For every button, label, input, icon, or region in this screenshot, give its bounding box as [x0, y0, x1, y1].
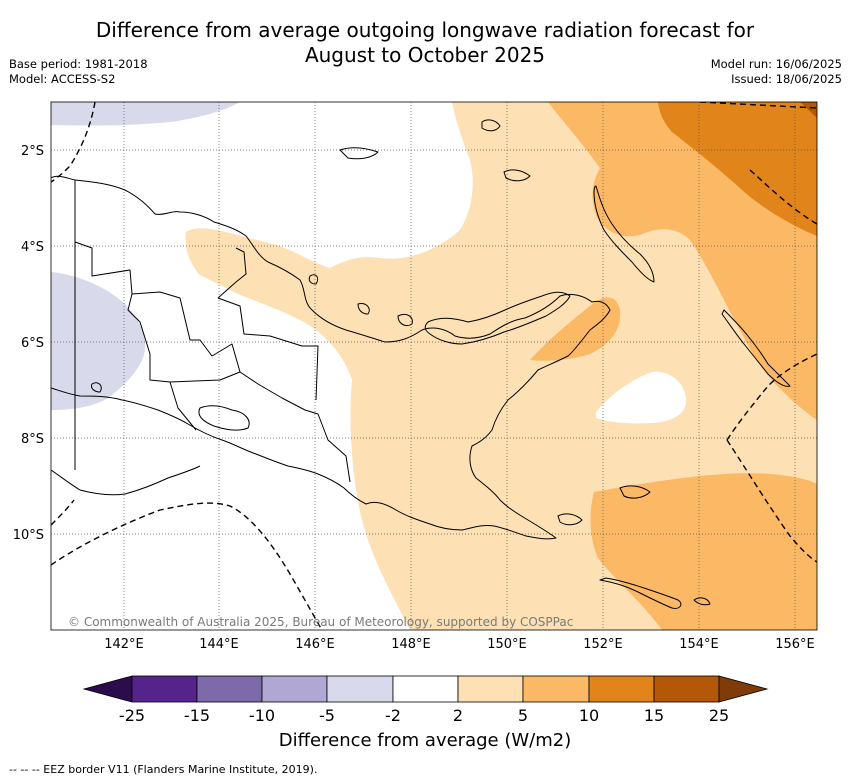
colorbar-swatch: [196, 675, 263, 703]
colorbar-tick-label: 5: [518, 706, 528, 725]
lon-ticks: 142°E 144°E 146°E 148°E 150°E 152°E 154°…: [104, 637, 815, 652]
anomaly-neg-northwest: [51, 102, 240, 126]
lat-tick-label: 6°S: [21, 336, 44, 351]
model-run-text: Model run: 16/06/2025: [710, 57, 842, 71]
coastlines: [51, 119, 791, 609]
map-area: [51, 102, 817, 630]
colorbar-tick-label: -15: [184, 706, 210, 725]
colorbar-tick-label: 2: [453, 706, 463, 725]
eez-footnote: -- -- -- EEZ border V11 (Flanders Marine…: [9, 763, 318, 776]
colorbar-tick-label: -10: [249, 706, 275, 725]
rossel-island: [619, 485, 651, 499]
colorbar-swatch: [326, 675, 394, 703]
frederik-hendrik-island: [198, 405, 250, 431]
colorbar-tick-label: 15: [644, 706, 664, 725]
eez-border-south-west: [51, 502, 323, 630]
small-islands: [91, 274, 711, 606]
meta-left: Base period: 1981-2018 Model: ACCESS-S2: [9, 57, 148, 87]
colorbar-swatch: [131, 675, 198, 703]
goodenough-island: [557, 513, 583, 526]
anomaly-neutral-patch: [596, 371, 687, 424]
manus-island: [481, 119, 501, 132]
model-text: Model: ACCESS-S2: [9, 72, 116, 86]
colorbar-tick-label: -25: [119, 706, 145, 725]
new-ireland: [593, 185, 655, 283]
eez-border-south-east: [726, 439, 817, 563]
bougainville: [721, 309, 791, 387]
new-hanover: [503, 169, 531, 182]
colorbar-tick-label: 10: [579, 706, 599, 725]
copyright-text: © Commonwealth of Australia 2025, Bureau…: [68, 615, 573, 629]
southern-coast-west: [51, 465, 201, 496]
lat-tick-label: 2°S: [21, 144, 44, 159]
issued-text: Issued: 18/06/2025: [731, 72, 842, 86]
title-line-1: Difference from average outgoing longwav…: [95, 18, 755, 42]
lon-tick-label: 142°E: [104, 637, 144, 652]
lat-ticks: 2°S 4°S 6°S 8°S 10°S: [13, 144, 44, 543]
lon-tick-label: 156°E: [775, 637, 815, 652]
colorbar-swatch: [653, 675, 720, 703]
colorbar-swatch: [261, 675, 328, 703]
lon-tick-label: 152°E: [583, 637, 623, 652]
colorbar-label: Difference from average (W/m2): [278, 730, 572, 751]
colorbar-swatch: [522, 675, 590, 703]
map-title: Difference from average outgoing longwav…: [0, 18, 850, 68]
anomaly-5-10-southeast: [590, 473, 817, 630]
lon-tick-label: 150°E: [487, 637, 527, 652]
colorbar-ticks: -25 -15 -10 -5 -2 2 5 10 15 25: [119, 706, 729, 725]
colorbar-tick-label: 25: [709, 706, 729, 725]
eez-borders: [51, 102, 817, 630]
new-britain: [424, 291, 571, 345]
lon-tick-label: 144°E: [199, 637, 239, 652]
map-frame: [50, 101, 818, 631]
meta-right: Model run: 16/06/2025 Issued: 18/06/2025: [711, 57, 842, 87]
misima-islands: [599, 577, 682, 609]
colorbar-tick-label: -2: [385, 706, 401, 725]
anomaly-fields: [51, 102, 817, 630]
eez-border-south-west-2: [51, 499, 75, 526]
new-guinea-coastline: [51, 175, 611, 540]
base-period-text: Base period: 1981-2018: [9, 57, 148, 71]
colorbar-swatch: [588, 675, 655, 703]
title-line-2: August to October 2025: [304, 43, 546, 67]
colorbar-swatch: [392, 675, 459, 703]
colorbar: [82, 675, 769, 703]
lon-tick-label: 154°E: [679, 637, 719, 652]
eez-border-north-west: [51, 102, 96, 183]
lat-tick-label: 4°S: [21, 240, 44, 255]
colorbar-swatch-over: [718, 675, 769, 703]
lat-tick-label: 8°S: [21, 432, 44, 447]
colorbar-swatch-under: [82, 675, 133, 703]
anomaly-10-15-northeast: [658, 102, 817, 236]
anomaly-5-10-central: [530, 297, 621, 361]
lon-tick-label: 148°E: [391, 637, 431, 652]
lat-tick-label: 10°S: [13, 528, 44, 543]
biak-island: [339, 147, 379, 160]
indonesia-province-borders: [74, 241, 351, 483]
anomaly-15-25-corner: [800, 102, 817, 118]
lon-tick-label: 146°E: [295, 637, 335, 652]
colorbar-swatch: [457, 675, 524, 703]
eez-border-north-east-2: [749, 169, 817, 225]
colorbar-tick-label: -5: [319, 706, 335, 725]
